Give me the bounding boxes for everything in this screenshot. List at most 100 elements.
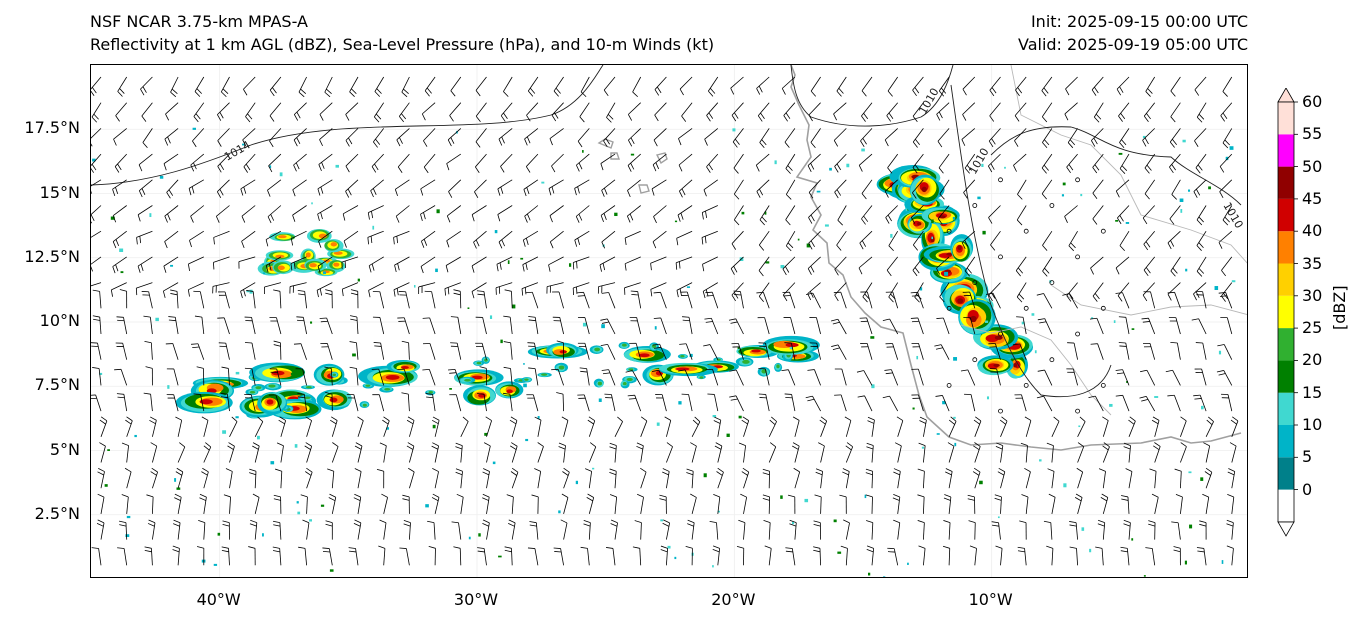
wind-barb (614, 416, 623, 437)
echo-speck (726, 433, 730, 437)
wind-barb (1051, 416, 1060, 437)
wind-barb (276, 442, 284, 463)
wind-barb (168, 316, 179, 335)
wind-barb (1148, 520, 1156, 540)
wind-barb (1169, 128, 1181, 148)
echo-speck (174, 478, 177, 482)
wind-barb (653, 128, 667, 147)
wind-barb (893, 468, 901, 489)
wind-barb (456, 493, 464, 514)
echo-speck (871, 384, 875, 389)
echo-speck (1125, 222, 1130, 224)
wind-barb (655, 394, 667, 412)
wind-barb (1023, 228, 1029, 234)
wind-barb (1102, 416, 1109, 437)
wind-barb (1090, 256, 1104, 275)
longitude-label: 20°W (711, 590, 756, 609)
wind-barb (679, 343, 693, 360)
wind-barb (164, 205, 179, 223)
wind-barb (583, 520, 591, 540)
wind-barb (912, 102, 924, 123)
wind-barb (552, 291, 564, 309)
wind-barb (961, 128, 976, 146)
wind-barb (866, 545, 875, 566)
echo-speck (213, 563, 218, 566)
wind-barb (1167, 230, 1181, 250)
wind-barb (757, 102, 770, 122)
longitude-label: 30°W (453, 590, 499, 609)
wind-barb (813, 520, 821, 540)
wind-barb (192, 128, 205, 148)
wind-barb (290, 230, 307, 246)
wind-barb (962, 291, 976, 309)
echo-cell (379, 386, 394, 393)
colorbar-tick-label: 60 (1302, 92, 1323, 111)
wind-barb (1167, 291, 1181, 309)
wind-barb (421, 230, 436, 248)
echo-cell (304, 258, 327, 272)
echo-speck (1200, 477, 1204, 481)
echo-speck (864, 494, 867, 499)
wind-barb (91, 547, 102, 566)
echo-speck (558, 510, 561, 514)
wind-barb (1169, 205, 1181, 225)
wind-barb (217, 128, 230, 147)
wind-barb (762, 494, 771, 514)
wind-barb (551, 368, 564, 386)
wind-barb (964, 393, 976, 412)
wind-barb (1067, 342, 1078, 360)
wind-barb (221, 546, 230, 566)
colorbar-segment (1278, 134, 1294, 167)
echo-speck (764, 211, 767, 215)
echo-speck (523, 363, 525, 365)
echo-speck (1061, 194, 1065, 197)
wind-barb (936, 256, 950, 275)
echo-speck (774, 160, 777, 165)
wind-barb (526, 394, 539, 412)
echo-speck (1231, 280, 1236, 283)
wind-barb (677, 205, 693, 222)
wind-barb (112, 230, 127, 249)
wind-barb (92, 315, 102, 335)
wind-barb (1019, 520, 1027, 540)
wind-barb (561, 493, 569, 515)
wind-barb (522, 256, 539, 272)
longitude-label: 40°W (196, 590, 241, 609)
wind-barb (579, 367, 590, 386)
wind-barb (758, 230, 770, 251)
wind-barb (600, 318, 616, 335)
wind-barb (861, 179, 873, 200)
wind-barb (1195, 153, 1207, 174)
wind-barb (1014, 102, 1027, 122)
echo-cell (735, 357, 754, 367)
echo-speck (738, 415, 742, 419)
echo-speck (1089, 548, 1092, 553)
wind-barb (601, 369, 616, 386)
echo-speck (829, 167, 832, 171)
wind-barb (381, 493, 388, 514)
echo-cell (622, 375, 637, 384)
wind-barb (704, 317, 719, 335)
wind-barb (805, 395, 821, 412)
wind-barb (272, 546, 282, 566)
wind-barb (885, 205, 898, 224)
wind-barb (1117, 205, 1130, 225)
wind-barb (943, 520, 951, 540)
wind-barb (193, 290, 205, 309)
wind-barb (640, 467, 647, 489)
wind-barb (757, 317, 770, 335)
echo-speck (867, 572, 871, 576)
colorbar-tick-label: 15 (1302, 382, 1323, 402)
wind-barb (423, 153, 436, 174)
wind-barb (624, 282, 641, 295)
colorbar-tick-label: 25 (1302, 318, 1323, 338)
wind-barb (936, 317, 950, 335)
wind-barb (408, 467, 415, 489)
wind-barb (911, 394, 924, 412)
wind-barb (471, 282, 487, 299)
wind-barb (1202, 493, 1210, 514)
wind-barb (579, 102, 590, 123)
wind-barb (1036, 293, 1053, 309)
wind-barb (947, 442, 955, 463)
colorbar-segment (1278, 489, 1294, 522)
